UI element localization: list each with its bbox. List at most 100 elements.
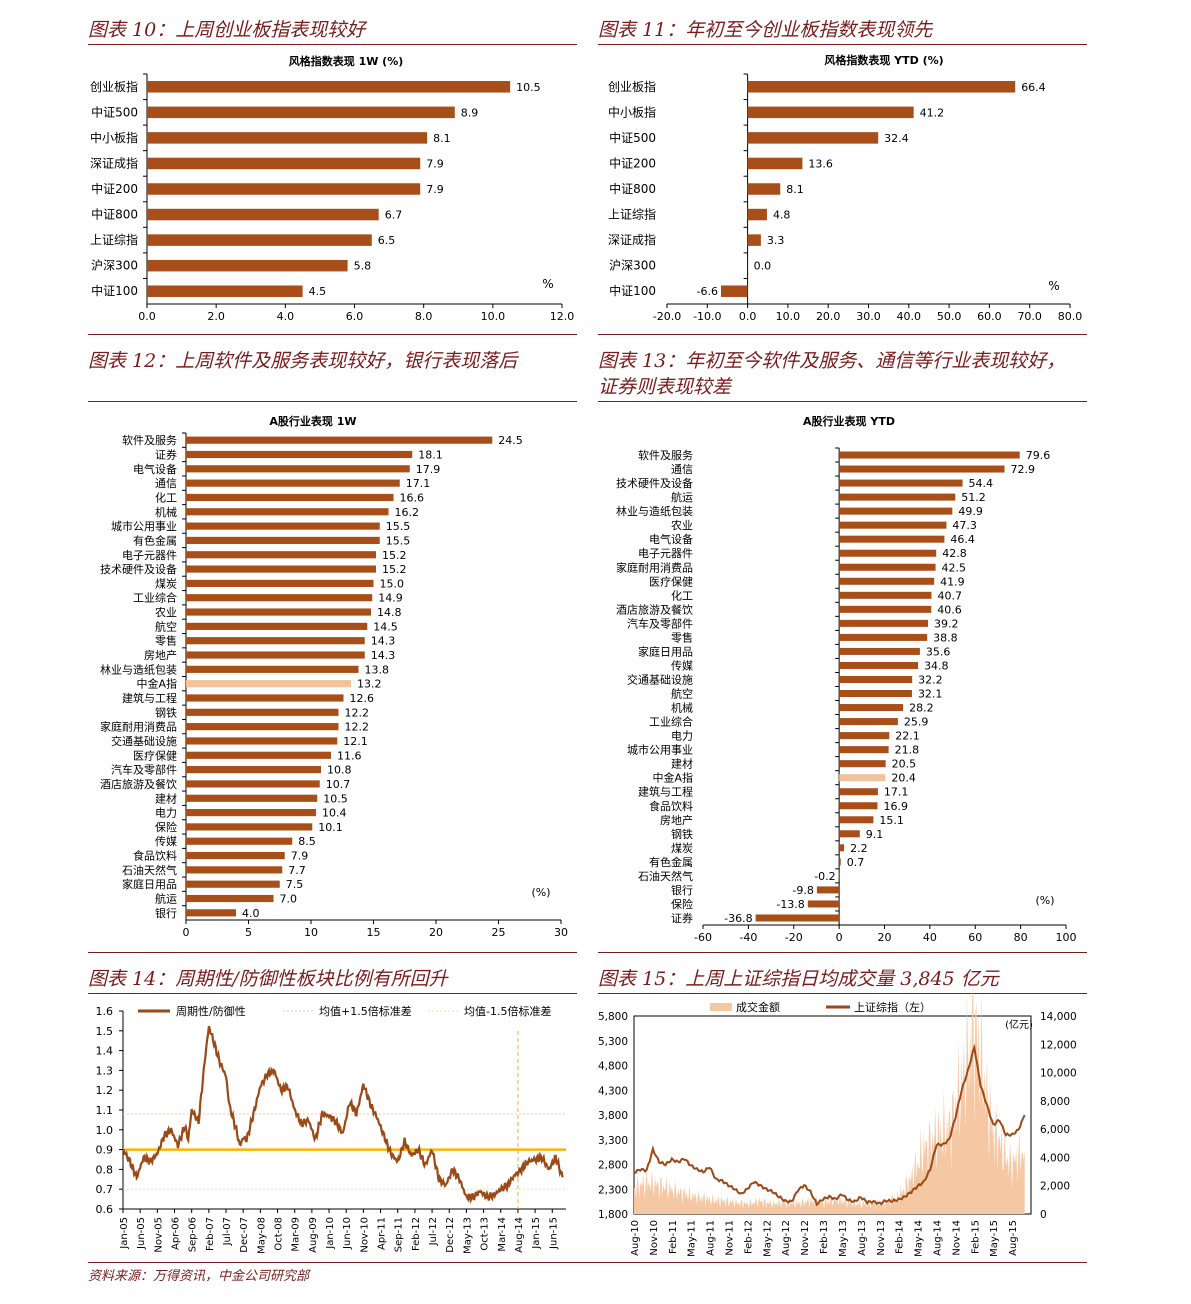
bar <box>147 81 511 93</box>
x-tick-label: -20.0 <box>653 310 681 323</box>
value-label: 7.9 <box>291 850 309 863</box>
chart-title: 风格指数表现 1W (%) <box>289 54 404 68</box>
category-label: 技术硬件及设备 <box>100 562 177 576</box>
bar <box>839 563 936 571</box>
value-label: 10.4 <box>322 807 347 820</box>
x-tick-label: May-08 <box>256 1217 267 1254</box>
bar <box>186 751 331 759</box>
bar <box>186 837 293 845</box>
category-label: 食品饮料 <box>649 799 693 813</box>
bar <box>147 106 455 119</box>
category-label: 汽车及零部件 <box>627 616 693 630</box>
x-tick-label: May-15 <box>989 1220 1000 1257</box>
value-label: 66.4 <box>1021 81 1046 94</box>
panel-title-10: 图表 10：上周创业板指表现较好 <box>88 19 366 41</box>
bar <box>186 665 359 673</box>
panel-title-13a: 图表 13：年初至今软件及服务、通信等行业表现较好， <box>598 350 1066 372</box>
x-tick-label: 10.0 <box>776 310 801 323</box>
category-label: 石油天然气 <box>638 869 693 883</box>
index-line <box>633 1043 1026 1207</box>
value-label: 14.3 <box>371 649 396 662</box>
value-label: 6.5 <box>378 234 396 247</box>
bar <box>186 637 365 645</box>
category-label: 家庭日用品 <box>638 644 693 658</box>
value-label: 42.8 <box>942 547 967 560</box>
y-right-tick-label: 8,000 <box>1040 1096 1070 1108</box>
category-label: 机械 <box>155 505 177 519</box>
chart-style-ytd: 风格指数表现 YTD (%) -20.0 -10.0 0.0 10.0 20.0 30.0 4… <box>608 53 1082 323</box>
value-label: 0.0 <box>754 260 772 273</box>
chart-rule-12 <box>88 952 577 953</box>
x-tick-label: Apr-06 <box>171 1217 182 1250</box>
bar <box>839 718 898 726</box>
x-tick-label: Feb-12 <box>743 1220 754 1254</box>
value-label: 14.9 <box>378 592 403 605</box>
x-tick-label: 15 <box>367 926 381 939</box>
bar <box>839 830 860 838</box>
category-label: 林业与造纸包装 <box>100 662 177 676</box>
value-label: 8.1 <box>786 183 804 196</box>
value-label: 3.3 <box>767 234 785 247</box>
chart-sse-turnover: 5,800 5,300 4,800 4,300 3,800 3,300 2,800 2,300… <box>598 983 1077 1257</box>
value-label: 17.1 <box>406 477 431 490</box>
category-label: 银行 <box>155 906 177 920</box>
category-label: 酒店旅游及餐饮 <box>616 602 693 616</box>
category-label: 保险 <box>671 897 693 911</box>
unit-label: % <box>542 277 553 291</box>
x-tick-label: 8.0 <box>415 310 433 323</box>
x-tick-label: 0.0 <box>739 310 757 323</box>
x-tick-label: 30 <box>554 926 568 939</box>
category-label: 中金A指 <box>136 677 177 691</box>
y-tick-label: 1.6 <box>96 1005 114 1018</box>
category-label: 城市公用事业 <box>111 519 177 533</box>
y-left-tick-label: 2,800 <box>598 1160 628 1172</box>
x-tick-label: Aug-11 <box>706 1220 717 1256</box>
y-left-tick-label: 5,800 <box>598 1011 628 1023</box>
bar <box>839 549 937 557</box>
x-tick-label: Jan-10 <box>325 1217 336 1250</box>
bar <box>747 106 914 119</box>
bar <box>747 81 1016 93</box>
x-tick-label: May-13 <box>838 1220 849 1257</box>
bar <box>839 661 919 669</box>
value-label: -0.2 <box>814 870 835 883</box>
bar <box>186 465 410 473</box>
title-rule-10 <box>88 44 577 45</box>
bar <box>147 234 372 246</box>
bar <box>186 766 321 774</box>
bar <box>186 551 376 559</box>
category-label: 证券 <box>155 447 177 461</box>
bar <box>186 794 318 802</box>
y-right-tick-label: 10,000 <box>1040 1068 1077 1080</box>
y-tick-label: 0.8 <box>96 1163 114 1176</box>
value-label: 4.5 <box>309 285 327 298</box>
x-tick-label: Sep-06 <box>188 1217 199 1252</box>
value-label: 6.7 <box>385 209 403 222</box>
x-tick-label: 70.0 <box>1017 310 1041 323</box>
category-label: 技术硬件及设备 <box>616 476 693 490</box>
value-label: -36.8 <box>724 912 752 925</box>
category-label: 化工 <box>155 490 177 504</box>
x-tick-label: Jun-05 <box>136 1217 147 1250</box>
y-tick-label: 0.6 <box>96 1203 114 1216</box>
category-label: 软件及服务 <box>122 433 177 447</box>
turnover-area <box>634 983 1025 1214</box>
x-tick-label: 40.0 <box>897 310 922 323</box>
category-label: 交通基础设施 <box>627 672 693 686</box>
category-label: 上证综指 <box>608 207 656 222</box>
category-label: 房地产 <box>144 648 177 662</box>
x-tick-label: 50.0 <box>937 310 962 323</box>
value-label: 15.5 <box>386 534 411 547</box>
x-tick-label: 5 <box>245 926 252 939</box>
bar <box>839 479 963 487</box>
x-tick-label: Oct-08 <box>274 1217 285 1251</box>
bar <box>186 522 380 530</box>
x-tick-label: 60.0 <box>977 310 1002 323</box>
category-label: 钢铁 <box>671 828 693 841</box>
category-label: 电力 <box>155 807 177 820</box>
bar <box>186 565 376 573</box>
value-label: 11.6 <box>337 749 362 762</box>
value-label: 12.6 <box>350 692 375 705</box>
value-label: 72.9 <box>1011 463 1036 476</box>
category-label: 零售 <box>155 634 177 648</box>
